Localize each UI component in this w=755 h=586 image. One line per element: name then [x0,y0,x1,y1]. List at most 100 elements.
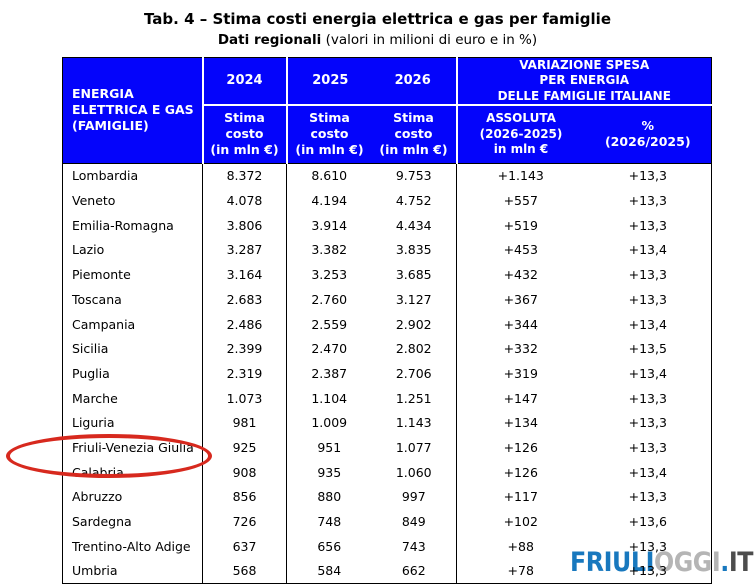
energy-costs-table: ENERGIA ELETTRICA E GAS (FAMIGLIE) 2024 … [62,57,713,585]
cell-costo-2025: 951 [317,439,342,455]
table-row: Sardegna 726 748 849 +102 +13,6 [62,509,712,534]
cell-variazione-assoluta: +319 [503,365,538,381]
watermark-friuli: FRIULI [569,547,654,578]
cell-costo-2024: 856 [202,484,287,510]
cell-variazione-percentuale: +13,3 [628,563,667,579]
cell-costo-2024: 925 [202,435,287,460]
table-row: Abruzzo 856 880 997 +117 +13,3 [62,484,712,510]
cell-costo-2025: 656 [317,538,342,554]
cell-costo-2024: 2.399 [202,336,287,362]
cell-variazione-assoluta: +102 [503,514,538,530]
cell-costo-2026: 4.752 [371,188,457,213]
cell-costo-2024: 908 [202,459,287,485]
cell-costo-2026: 2.706 [371,361,457,386]
cell-region: Trentino-Alto Adige [62,533,203,559]
cell-variazione-percentuale: +13,3 [628,267,667,283]
cell-costo-2026: 3.835 [371,237,457,263]
column-header-2024: 2024 [202,57,288,107]
cell-costo-2025: 3.914 [311,217,348,233]
column-header-variazione-spesa: VARIAZIONE SPESA PER ENERGIA DELLE FAMIG… [456,57,712,107]
cell-region: Lombardia [62,162,203,189]
cell-costo-2026: 743 [371,533,457,559]
watermark-friulioggi: FRIULIOGGI.IT [569,547,754,578]
cell-costo-2024: 981 [202,410,287,436]
cell-variazione-percentuale: +13,3 [628,538,667,554]
cell-costo-2025: 584 [317,563,342,579]
column-header-2026: 2026 [394,72,431,88]
cell-variazione-assoluta: +344 [503,316,538,332]
subheader-stima-costo-2024: Stima costo (in mln €) [202,105,288,164]
page-subtitle: Dati regionali (valori in milioni di eur… [0,32,755,48]
cell-variazione-assoluta: +126 [503,464,538,480]
table-row: Friuli-Venezia Giulia 925 951 1.077 +126… [62,435,712,460]
cell-variazione-percentuale: +13,3 [628,217,667,233]
watermark-dot: . [720,547,729,578]
cell-costo-2026: 3.685 [371,262,457,288]
cell-costo-2026: 1.077 [371,435,457,460]
cell-costo-2025: 8.610 [286,162,372,189]
cell-variazione-percentuale: +13,3 [628,193,667,209]
cell-costo-2026: 1.060 [371,459,457,485]
column-header-2025: 2025 [312,72,349,88]
cell-region: Puglia [62,361,203,386]
table-row: Campania 2.486 2.559 2.902 +344 +13,4 [62,311,712,337]
cell-variazione-assoluta: +432 [503,267,538,283]
table-row: Umbria 568 584 662 +78 +13,3 [62,558,712,584]
table-row: Lazio 3.287 3.382 3.835 +453 +13,4 [62,237,712,263]
cell-costo-2026: 2.802 [371,336,457,362]
cell-region: Friuli-Venezia Giulia [62,435,203,460]
table-body: Lombardia 8.372 8.610 9.753 +1.143 +13,3… [62,162,712,584]
watermark-oggi: OGGI [653,547,721,578]
subheader-stima-costo-2026: Stima costo (in mln €) [371,105,458,164]
watermark-it: IT [728,547,754,578]
table-row: Trentino-Alto Adige 637 656 743 +88 +13,… [62,533,712,559]
cell-region: Piemonte [62,262,203,288]
cell-region: Veneto [62,188,203,213]
cell-region: Sicilia [62,336,203,362]
cell-costo-2026: 997 [371,484,457,510]
table-row: Puglia 2.319 2.387 2.706 +319 +13,4 [62,361,712,386]
cell-costo-2025: 935 [317,464,342,480]
column-header-energia: ENERGIA ELETTRICA E GAS (FAMIGLIE) [62,57,204,164]
cell-costo-2024: 568 [202,558,287,584]
page-title: Tab. 4 – Stima costi energia elettrica e… [143,10,611,28]
table-row: Emilia-Romagna 3.806 3.914 4.434 +519 +1… [62,212,712,238]
cell-costo-2024: 3.164 [202,262,287,288]
cell-costo-2024: 1.073 [202,385,287,411]
cell-variazione-assoluta: +519 [503,217,538,233]
cell-region: Toscana [62,287,203,312]
cell-costo-2025: 4.194 [311,193,348,209]
cell-costo-2025: 3.253 [311,267,348,283]
cell-variazione-percentuale: +13,3 [628,415,667,431]
cell-region: Lazio [62,237,203,263]
cell-costo-2024: 3.287 [202,237,287,263]
cell-region: Umbria [62,558,203,584]
table-row: Sicilia 2.399 2.470 2.802 +332 +13,5 [62,336,712,362]
cell-variazione-assoluta: +453 [503,242,538,258]
cell-costo-2024: 4.078 [202,188,287,213]
cell-costo-2025: 748 [317,514,342,530]
cell-variazione-percentuale: +13,3 [628,291,667,307]
cell-region: Liguria [62,410,203,436]
table-header: ENERGIA ELETTRICA E GAS (FAMIGLIE) 2024 … [62,57,712,164]
cell-variazione-percentuale: +13,4 [628,316,667,332]
cell-costo-2024: 3.806 [202,212,287,238]
table-row: Lombardia 8.372 8.610 9.753 +1.143 +13,3 [62,162,712,189]
cell-variazione-assoluta: +117 [503,489,538,505]
table-row: Piemonte 3.164 3.253 3.685 +432 +13,3 [62,262,712,288]
subheader-stima-costo-2025: Stima costo (in mln €) [286,105,372,164]
cell-costo-2025: 880 [317,489,342,505]
cell-variazione-percentuale: +13,3 [628,390,667,406]
cell-variazione-percentuale: +13,3 [584,162,712,189]
cell-costo-2026: 2.902 [371,311,457,337]
cell-costo-2025: 2.470 [311,341,348,357]
cell-region: Calabria [62,459,203,485]
cell-costo-2025: 3.382 [311,242,348,258]
table-row: Veneto 4.078 4.194 4.752 +557 +13,3 [62,188,712,213]
column-header-2025-2026: 2025 2026 [286,57,458,107]
cell-costo-2024: 726 [202,509,287,534]
cell-costo-2026: 849 [371,509,457,534]
cell-region: Campania [62,311,203,337]
cell-variazione-assoluta: +147 [503,390,538,406]
cell-costo-2024: 2.486 [202,311,287,337]
